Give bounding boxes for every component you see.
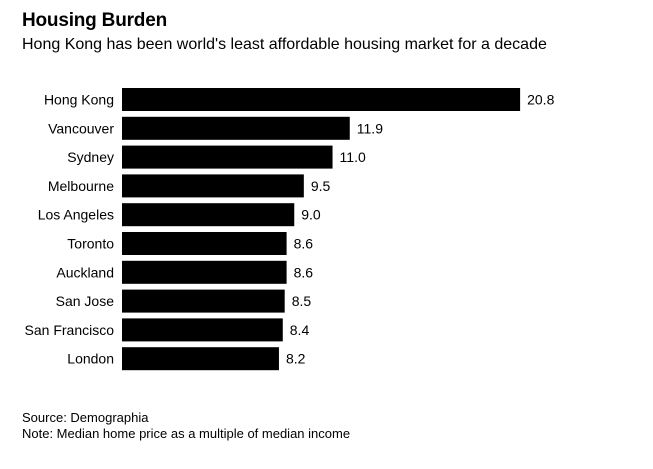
value-label: 20.8 [527, 92, 554, 108]
bar [122, 116, 350, 140]
bar-chart: Hong Kong 20.8 Vancouver 11.9 Sydney 11.0 Melb… [25, 88, 555, 371]
category-label: Hong Kong [44, 92, 114, 108]
value-label: 9.5 [311, 178, 331, 194]
category-label: Sydney [67, 149, 114, 165]
value-label: 11.9 [357, 120, 383, 136]
category-label: Melbourne [48, 178, 114, 194]
category-label: Los Angeles [38, 207, 114, 223]
value-label: 11.0 [340, 149, 366, 165]
value-label: 8.6 [294, 236, 314, 252]
chart-footer: Source: Demographia Note: Median home pr… [22, 410, 350, 442]
bar [122, 347, 279, 371]
bar [122, 289, 285, 313]
value-label: 9.0 [301, 207, 321, 223]
source-note: Source: Demographia [22, 410, 149, 425]
category-label: Toronto [67, 236, 114, 252]
bar [122, 260, 287, 284]
category-label: Auckland [56, 264, 114, 280]
category-label: London [67, 351, 114, 367]
value-label: 8.2 [286, 351, 306, 367]
category-label: San Francisco [25, 322, 115, 338]
bar [122, 145, 333, 169]
bar [122, 88, 521, 111]
bar [122, 174, 304, 198]
value-label: 8.5 [292, 293, 312, 309]
definition-note: Note: Median home price as a multiple of… [22, 426, 351, 441]
category-label: San Jose [56, 293, 115, 309]
bar [122, 203, 295, 227]
chart-title: Housing Burden [22, 10, 167, 31]
value-label: 8.4 [290, 322, 310, 338]
bar [122, 318, 283, 342]
category-label: Vancouver [48, 120, 114, 136]
bar [122, 232, 287, 255]
value-label: 8.6 [294, 264, 314, 280]
chart-subtitle: Hong Kong has been world's least afforda… [22, 36, 547, 53]
